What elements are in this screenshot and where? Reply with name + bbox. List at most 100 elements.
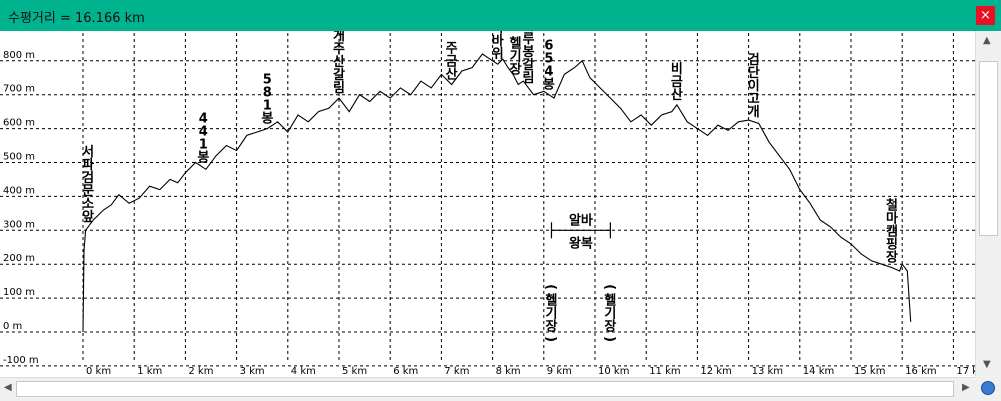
svg-text:금: 금 <box>446 55 458 70</box>
x-tick-label: 12 km <box>700 366 731 377</box>
annotation-label: 헬기장 <box>510 35 522 77</box>
window-title: 수평거리 = 16.166 km <box>8 11 145 26</box>
svg-text:봉: 봉 <box>197 151 209 166</box>
svg-text:8: 8 <box>263 86 272 101</box>
svg-text:개: 개 <box>748 105 760 120</box>
vertical-scroll-thumb[interactable] <box>979 61 998 236</box>
scroll-down-arrow-icon[interactable]: ▼ <box>983 359 991 370</box>
annotation-label: 시루봉갈림 <box>522 31 534 86</box>
scroll-up-arrow-icon[interactable]: ▲ <box>983 35 991 46</box>
annotation-label: ( 헬기장) <box>543 284 558 342</box>
bracket-bottom-label: 왕복 <box>569 236 593 251</box>
svg-text:주: 주 <box>446 42 458 57</box>
svg-text:(: ( <box>543 284 558 290</box>
x-tick-label: 13 km <box>752 366 783 377</box>
svg-text:기: 기 <box>545 307 557 322</box>
svg-text:소: 소 <box>82 197 94 212</box>
svg-text:장: 장 <box>604 319 616 335</box>
svg-text:봉: 봉 <box>543 78 555 93</box>
svg-text:갈: 갈 <box>333 68 345 83</box>
svg-text:봉: 봉 <box>261 112 273 127</box>
annotations-layer: 서파검문소앞441봉581봉개주산갈림주금산독바위헬기장시루봉갈림654봉(헬기… <box>82 31 898 342</box>
svg-text:1: 1 <box>199 138 208 153</box>
svg-text:비: 비 <box>671 62 683 77</box>
svg-text:산: 산 <box>446 67 458 83</box>
scroll-left-arrow-icon[interactable]: ◀ <box>4 382 12 393</box>
y-tick-label: 800 m <box>3 50 35 61</box>
close-button[interactable]: × <box>976 6 995 25</box>
svg-text:기: 기 <box>510 49 522 64</box>
y-tick-label: -100 m <box>3 355 39 366</box>
svg-text:바: 바 <box>492 33 504 49</box>
horizontal-scroll-thumb[interactable] <box>16 381 954 397</box>
x-tick-label: 4 km <box>291 366 316 377</box>
svg-text:루: 루 <box>522 32 534 47</box>
y-tick-label: 500 m <box>3 152 35 163</box>
vertical-scrollbar[interactable]: ▲ ▼ <box>975 31 1001 377</box>
svg-text:고: 고 <box>748 92 760 107</box>
svg-text:헬: 헬 <box>510 35 522 51</box>
svg-text:림: 림 <box>522 71 534 86</box>
bracket-top-label: 알바 <box>569 212 593 228</box>
x-tick-label: 7 km <box>444 366 469 377</box>
svg-text:산: 산 <box>333 54 345 70</box>
x-tick-label: 2 km <box>188 366 213 377</box>
scroll-right-arrow-icon[interactable]: ▶ <box>962 382 970 393</box>
svg-text:1: 1 <box>263 99 272 114</box>
svg-text:개: 개 <box>333 31 345 44</box>
svg-text:주: 주 <box>333 42 345 57</box>
elevation-profile-line <box>82 53 912 333</box>
profile-line-layer <box>82 53 912 333</box>
globe-icon[interactable] <box>981 381 995 395</box>
svg-text:앞: 앞 <box>82 210 94 225</box>
x-tick-label: 6 km <box>393 366 418 377</box>
svg-text:철: 철 <box>886 198 898 214</box>
svg-text:문: 문 <box>82 184 94 199</box>
y-tick-label: 400 m <box>3 185 35 196</box>
svg-text:이: 이 <box>748 78 760 94</box>
x-tick-labels: 0 km 1 km 2 km 3 km 4 km 5 km 6 km 7 km 8 km 9 km… <box>86 366 975 377</box>
svg-text:시: 시 <box>522 31 534 34</box>
svg-text:6: 6 <box>544 39 553 54</box>
x-tick-label: 0 km <box>86 366 111 377</box>
svg-text:헬: 헬 <box>604 293 616 309</box>
title-bar: 수평거리 = 16.166 km × <box>0 0 1001 31</box>
annotation-label: 비금산 <box>671 62 683 103</box>
svg-text:파: 파 <box>82 158 94 173</box>
horizontal-scrollbar[interactable]: ◀ ▶ <box>0 377 975 401</box>
svg-text:4: 4 <box>544 65 553 80</box>
svg-text:4: 4 <box>199 112 208 127</box>
svg-text:기: 기 <box>604 307 616 322</box>
svg-text:림: 림 <box>333 81 345 96</box>
svg-text:(: ( <box>602 284 617 290</box>
x-tick-label: 9 km <box>547 366 572 377</box>
svg-text:4: 4 <box>199 125 208 140</box>
annotation-label: 독바위 <box>492 31 504 62</box>
annotation-label: 주금산 <box>446 42 458 83</box>
svg-text:헬: 헬 <box>545 293 557 309</box>
svg-text:): ) <box>543 336 558 342</box>
svg-text:독: 독 <box>492 31 504 36</box>
y-tick-label: 700 m <box>3 84 35 95</box>
x-tick-label: 1 km <box>137 366 162 377</box>
x-tick-label: 17 km <box>956 366 975 377</box>
x-tick-label: 11 km <box>649 366 680 377</box>
x-tick-label: 3 km <box>240 366 265 377</box>
svg-text:장: 장 <box>545 319 557 335</box>
svg-text:단: 단 <box>748 65 760 81</box>
svg-text:봉: 봉 <box>522 45 534 60</box>
x-tick-label: 15 km <box>854 366 885 377</box>
x-tick-label: 16 km <box>905 366 936 377</box>
y-tick-label: 200 m <box>3 253 35 264</box>
x-tick-label: 5 km <box>342 366 367 377</box>
x-tick-label: 14 km <box>803 366 834 377</box>
annotation-label: (헬기장) <box>602 284 617 342</box>
